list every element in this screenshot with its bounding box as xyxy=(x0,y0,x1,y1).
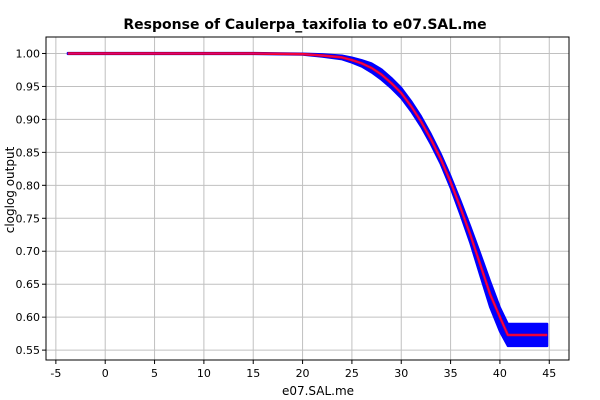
x-axis-label: e07.SAL.me xyxy=(282,384,354,398)
x-tick-label: 15 xyxy=(246,367,260,380)
x-tick-label: 10 xyxy=(197,367,211,380)
y-tick-label: 0.90 xyxy=(16,113,41,126)
y-tick-label: 0.75 xyxy=(16,212,41,225)
y-tick-label: 0.55 xyxy=(16,344,41,357)
y-tick-label: 0.95 xyxy=(16,80,41,93)
y-tick-label: 0.85 xyxy=(16,146,41,159)
x-tick-label: 35 xyxy=(444,367,458,380)
x-tick-label: -5 xyxy=(50,367,61,380)
y-tick-label: 0.70 xyxy=(16,245,41,258)
plot-border xyxy=(45,36,570,361)
plot-area: -5 0 5 10 15 20 25 30 35 40 45 0.55 0.60 0.65 0.70 0.7… xyxy=(16,36,570,380)
y-tick-label: 0.60 xyxy=(16,311,41,324)
y-axis-label: cloglog output xyxy=(3,146,17,233)
plot-background xyxy=(46,37,569,360)
chart-title: Response of Caulerpa_taxifolia to e07.SA… xyxy=(123,17,486,33)
y-tick-label: 0.65 xyxy=(16,278,41,291)
x-tick-label: 30 xyxy=(394,367,408,380)
y-axis: 0.55 0.60 0.65 0.70 0.75 0.80 0.85 0.90 0.95 1.00 xyxy=(16,47,46,357)
x-tick-label: 5 xyxy=(151,367,158,380)
x-tick-label: 0 xyxy=(102,367,109,380)
x-tick-label: 40 xyxy=(493,367,507,380)
x-tick-label: 25 xyxy=(345,367,359,380)
x-tick-label: 45 xyxy=(542,367,556,380)
y-tick-label: 1.00 xyxy=(16,47,41,60)
x-axis: -5 0 5 10 15 20 25 30 35 40 45 xyxy=(50,360,556,380)
mean-response-line-overlay xyxy=(67,52,548,336)
x-tick-label: 20 xyxy=(296,367,310,380)
data-layer xyxy=(66,51,549,348)
y-tick-label: 0.80 xyxy=(16,179,41,192)
